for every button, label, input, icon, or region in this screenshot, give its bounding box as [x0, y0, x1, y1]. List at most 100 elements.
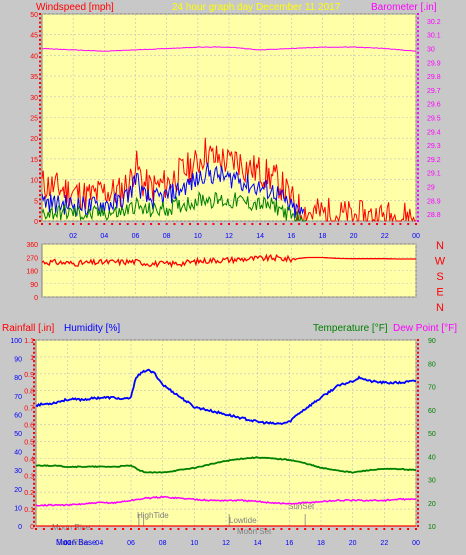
compass-label: S — [436, 271, 443, 283]
temp-axis-tick — [417, 347, 419, 350]
rainfall-axis-title: Rainfall [.in] — [2, 323, 54, 334]
wind-axis-tick — [39, 60, 41, 63]
temp-axis-tick — [417, 351, 419, 354]
wind-direction-line — [41, 253, 416, 269]
barometer-axis-tick — [417, 202, 419, 205]
barometer-axis-tick — [417, 82, 419, 84]
wind-axis-tick — [39, 86, 41, 89]
rain-axis-tick — [33, 474, 35, 477]
temperature-y-tick-label: 60 — [428, 408, 436, 415]
weather-x-axis-tick — [209, 528, 212, 530]
weather-x-axis-tick — [90, 528, 93, 530]
barometer-axis-tick — [417, 116, 419, 119]
barometer-axis-tick — [417, 181, 419, 184]
temp-axis-tick — [417, 448, 419, 451]
temp-axis-tick — [417, 402, 419, 405]
rain-y-tick-label: 1.1 — [24, 338, 34, 345]
wind-x-axis-tick — [64, 223, 67, 225]
sun-rise-label: Sun Rise — [56, 538, 89, 547]
wind-x-axis-tick — [165, 223, 168, 225]
humidity-line — [35, 368, 416, 426]
rain-axis-tick — [33, 347, 35, 350]
rain-axis-tick — [33, 495, 35, 498]
humidity-y-tick-label: 20 — [14, 487, 22, 494]
barometer-axis-tick — [417, 77, 419, 80]
temp-axis-tick — [417, 486, 419, 489]
wind-x-axis-tick — [243, 223, 246, 225]
rain-axis-tick — [33, 432, 35, 434]
wind-axis-tick — [39, 99, 41, 102]
barometer-axis-tick — [417, 56, 419, 59]
wind-axis-tick — [39, 198, 41, 201]
weather-x-axis-tick — [161, 528, 164, 530]
rain-axis-tick — [33, 448, 35, 451]
rain-axis-tick — [33, 440, 35, 443]
weather-x-tick-label: 20 — [349, 540, 357, 547]
rain-axis-tick — [33, 461, 35, 464]
weather-x-tick-label: 04 — [95, 540, 103, 547]
weather-x-axis-tick — [320, 528, 322, 530]
weather-x-axis-tick — [399, 528, 402, 530]
wind-axis-tick — [39, 185, 41, 188]
wind-x-axis-tick — [111, 223, 114, 225]
rain-axis-tick — [33, 343, 35, 346]
weather-x-axis-tick — [232, 528, 235, 530]
barometer-y-tick-label: 29.3 — [427, 143, 441, 150]
moon-base-label: Moon Base — [56, 538, 97, 547]
wind-axis-tick — [39, 25, 41, 28]
wind-axis-tick — [39, 189, 41, 192]
wind-x-axis-tick — [407, 223, 410, 225]
barometer-y-tick-label: 29.8 — [427, 74, 441, 81]
wind-x-axis-tick — [399, 223, 402, 225]
weather-x-axis-tick — [383, 528, 386, 530]
wind-y-tick-label: 35 — [30, 74, 38, 81]
low-tide-label: Lowtide — [229, 516, 257, 525]
rain-axis-tick — [33, 360, 35, 363]
weather-x-axis-tick — [50, 528, 53, 530]
temperature-y-tick-label: 30 — [428, 478, 436, 485]
wind-axis-tick — [39, 73, 41, 76]
barometer-axis-tick — [417, 38, 419, 41]
barometer-y-tick-label: 29.1 — [427, 171, 441, 178]
wind-y-tick-label: 20 — [30, 136, 38, 143]
weather-x-axis-tick — [225, 528, 227, 530]
temp-axis-tick — [417, 389, 419, 392]
chart-marks: 0510152025303540455028.828.92929.129.229… — [10, 12, 445, 547]
wind-x-axis-tick — [41, 223, 43, 225]
wind-x-axis-tick — [103, 223, 106, 225]
barometer-y-tick-label: 29.6 — [427, 102, 441, 109]
wind-x-axis-tick — [376, 223, 379, 225]
rain-axis-tick — [33, 385, 35, 388]
wind-x-axis-tick — [352, 223, 355, 225]
weather-x-axis-tick — [375, 528, 378, 530]
weather-x-axis-tick — [367, 528, 370, 530]
wind-x-axis-tick — [266, 223, 269, 225]
wind-x-axis-tick — [329, 223, 332, 225]
temp-axis-tick — [417, 415, 419, 418]
temp-axis-tick — [417, 465, 419, 468]
wind-axis-tick — [39, 112, 41, 115]
wind-y-tick-label: 10 — [30, 178, 38, 185]
wind-x-axis-tick — [251, 223, 254, 225]
moon-set-label: Moon Set — [237, 527, 272, 536]
temp-axis-tick — [417, 470, 419, 473]
wind-x-axis-tick — [321, 223, 324, 225]
temp-axis-tick — [417, 360, 419, 363]
weather-x-tick-label: 06 — [127, 540, 135, 547]
barometer-axis-tick — [417, 189, 419, 192]
wind-axis-tick — [39, 211, 41, 214]
compass-label: N — [436, 240, 444, 252]
wind-x-axis-tick — [126, 223, 129, 225]
rain-axis-tick — [33, 415, 35, 418]
temp-axis-tick — [417, 482, 419, 485]
wind-x-axis-tick — [150, 223, 153, 225]
weather-x-axis-tick — [359, 528, 362, 530]
rain-axis-tick — [33, 355, 35, 358]
rain-axis-tick — [33, 389, 35, 392]
moon-rise-label: Moon Rise — [52, 523, 91, 532]
barometer-y-tick-label: 29 — [427, 185, 435, 192]
wind-axis-tick — [39, 47, 41, 50]
wind-x-axis-tick — [313, 223, 316, 225]
wind-x-axis-tick — [337, 223, 340, 225]
barometer-y-tick-label: 29.2 — [427, 157, 441, 164]
